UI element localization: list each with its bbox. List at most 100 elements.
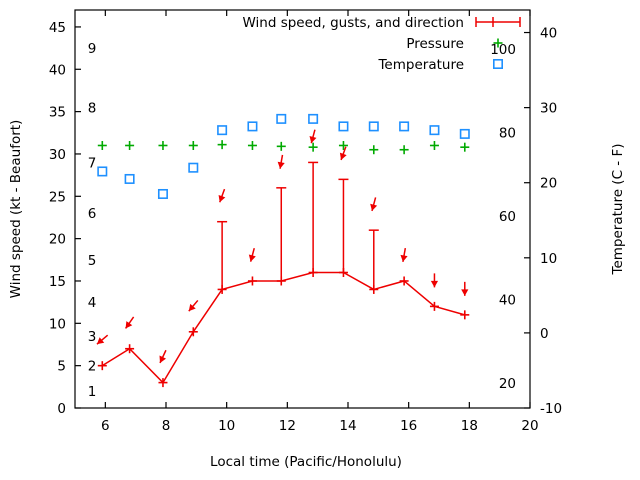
- gust-error-bar: [217, 220, 228, 290]
- beaufort-label: 7: [88, 155, 97, 171]
- x-tick-label: 12: [279, 418, 296, 434]
- wind-direction-arrow: [159, 349, 167, 364]
- y-tick-label-fahrenheit: 100: [490, 42, 516, 58]
- wind-direction-arrow: [370, 197, 378, 212]
- gust-error-bar: [338, 178, 349, 273]
- wind-speed-point: [460, 310, 470, 320]
- temperature-point: [338, 121, 349, 132]
- series-pressure: [97, 140, 470, 155]
- pressure-point: [276, 141, 286, 151]
- wind-speed-line: [101, 271, 465, 384]
- y-tick-label-fahrenheit: 40: [499, 293, 516, 309]
- wind-direction-arrow: [96, 334, 109, 345]
- wind-speed-point: [158, 378, 168, 388]
- y-tick-label-left: 25: [49, 189, 66, 205]
- wind-speed-point: [338, 268, 348, 278]
- plot-border: [74, 9, 531, 409]
- beaufort-label: 9: [88, 41, 97, 57]
- wind-direction-arrow: [277, 154, 285, 169]
- y-axis-left-ticks: 0 5 10 15 20 25 30 35 40 45: [49, 20, 81, 417]
- pressure-point: [247, 140, 257, 150]
- temperature-point: [157, 188, 168, 199]
- y-tick-label-fahrenheit: 80: [499, 126, 516, 142]
- y-tick-label-celsius: 10: [540, 251, 557, 267]
- wind-speed-point: [217, 284, 227, 294]
- pressure-point: [97, 140, 107, 150]
- temperature-point: [399, 121, 410, 132]
- x-tick-label: 14: [339, 418, 356, 434]
- x-tick-label: 20: [521, 418, 538, 434]
- y-tick-label-left: 35: [49, 105, 66, 121]
- y-tick-label-fahrenheit: 60: [499, 209, 516, 225]
- wind-direction-arrow: [430, 273, 439, 288]
- pressure-point: [158, 140, 168, 150]
- y-tick-label-celsius: 0: [540, 326, 549, 342]
- y-tick-label-left: 20: [49, 232, 66, 248]
- temperature-point: [217, 125, 228, 136]
- temperature-point: [124, 173, 135, 184]
- x-tick-label: 8: [162, 418, 171, 434]
- temperature-point: [247, 121, 258, 132]
- y-tick-label-left: 15: [49, 274, 66, 290]
- x-axis-label: Local time (Pacific/Honolulu): [210, 454, 402, 470]
- beaufort-label: 1: [88, 384, 97, 400]
- y-tick-label-celsius: 20: [540, 176, 557, 192]
- temperature-point: [459, 128, 470, 139]
- gust-error-bar: [368, 229, 379, 290]
- wind-speed-point: [429, 301, 439, 311]
- x-tick-label: 6: [101, 418, 110, 434]
- legend-label: Wind speed, gusts, and direction: [242, 15, 464, 31]
- pressure-point: [338, 140, 348, 150]
- wind-direction-arrow: [400, 247, 408, 263]
- beaufort-label: 6: [88, 206, 97, 222]
- pressure-point: [188, 140, 198, 150]
- wind-direction-arrows: [96, 129, 469, 364]
- wind-speed-point: [308, 268, 318, 278]
- x-axis-ticks: 6 8 10 12 14 16 18 20: [101, 10, 539, 434]
- y-tick-label-celsius: 30: [540, 101, 557, 117]
- legend-label: Temperature: [377, 57, 464, 73]
- y-tick-label-celsius: -10: [540, 401, 562, 417]
- x-tick-label: 16: [400, 418, 417, 434]
- y-tick-label-left: 45: [49, 20, 66, 36]
- y-tick-label-left: 30: [49, 147, 66, 163]
- wind-speed-point: [247, 276, 257, 286]
- gust-error-bar: [308, 161, 319, 273]
- y-axis-left-label: Wind speed (kt - Beaufort): [8, 120, 24, 299]
- wind-speed-point: [399, 276, 409, 286]
- wind-direction-arrow: [188, 299, 199, 312]
- y-tick-label-fahrenheit: 20: [499, 376, 516, 392]
- wind-speed-point: [97, 361, 107, 371]
- wind-direction-arrow: [339, 146, 347, 161]
- wind-direction-arrow: [248, 248, 256, 262]
- beaufort-label: 2: [88, 359, 97, 375]
- temperature-point: [368, 121, 379, 132]
- legend-marker-temperature: [492, 58, 503, 69]
- x-tick-label: 10: [218, 418, 235, 434]
- wind-direction-arrow: [218, 188, 226, 203]
- y-tick-label-left: 5: [57, 359, 66, 375]
- wind-speed-point: [276, 276, 286, 286]
- plot-frame: [74, 9, 531, 409]
- pressure-point: [125, 140, 135, 150]
- y-axis-right-label: Temperature (C - F): [610, 144, 626, 276]
- series-temperature: [97, 113, 470, 199]
- chart-legend: Wind speed, gusts, and direction Pressure…: [242, 15, 521, 73]
- temperature-point: [276, 113, 287, 124]
- wind-speed-point: [369, 284, 379, 294]
- beaufort-scale-labels: 1 2 3 4 5 6 7 8 9: [88, 41, 97, 400]
- series-wind-speed: [97, 161, 470, 388]
- y-axis-right-ticks-celsius: -10 0 10 20 30 40: [524, 26, 562, 417]
- pressure-point: [369, 145, 379, 155]
- y-tick-label-left: 40: [49, 62, 66, 78]
- temperature-point: [97, 166, 108, 177]
- x-tick-label: 18: [461, 418, 478, 434]
- legend-label: Pressure: [406, 36, 464, 52]
- y-tick-label-left: 0: [57, 401, 66, 417]
- y-tick-label-left: 10: [49, 316, 66, 332]
- beaufort-label: 4: [88, 295, 97, 311]
- wind-speed-point: [188, 327, 198, 337]
- wind-direction-arrow: [309, 129, 317, 144]
